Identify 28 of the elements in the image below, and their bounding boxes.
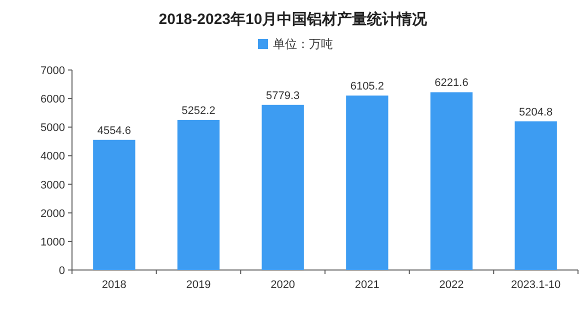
y-tick-label: 7000 <box>40 65 65 77</box>
x-tick-label: 2020 <box>270 279 296 291</box>
y-tick-label: 2000 <box>40 208 65 220</box>
x-tick-label: 2021 <box>354 279 380 291</box>
x-tick-label: 2019 <box>186 279 211 291</box>
bar <box>514 121 557 270</box>
data-label: 4554.6 <box>97 124 131 137</box>
bar <box>177 120 220 270</box>
data-label: 5204.8 <box>519 106 553 118</box>
data-label: 6221.6 <box>434 77 468 90</box>
data-label: 5252.2 <box>182 104 216 117</box>
legend-label: 单位：万吨 <box>273 37 333 51</box>
data-label: 6105.2 <box>350 80 384 93</box>
y-tick-label: 3000 <box>40 179 65 192</box>
x-tick-label: 2023.1-10 <box>511 279 561 291</box>
x-tick-label: 2018 <box>102 279 126 291</box>
bar <box>346 96 388 270</box>
y-tick-label: 1000 <box>40 236 65 248</box>
y-tick-label: 4000 <box>40 150 65 163</box>
bar <box>262 104 304 270</box>
chart-title: 2018-2023年10月中国铝材产量统计情况 <box>158 11 428 28</box>
bar <box>93 140 136 270</box>
y-tick-label: 0 <box>58 265 65 277</box>
x-tick-label: 2022 <box>439 279 464 291</box>
y-tick-label: 6000 <box>40 94 65 106</box>
y-tick-label: 5000 <box>40 122 65 134</box>
bar <box>430 92 473 270</box>
data-label: 5779.3 <box>266 90 300 102</box>
